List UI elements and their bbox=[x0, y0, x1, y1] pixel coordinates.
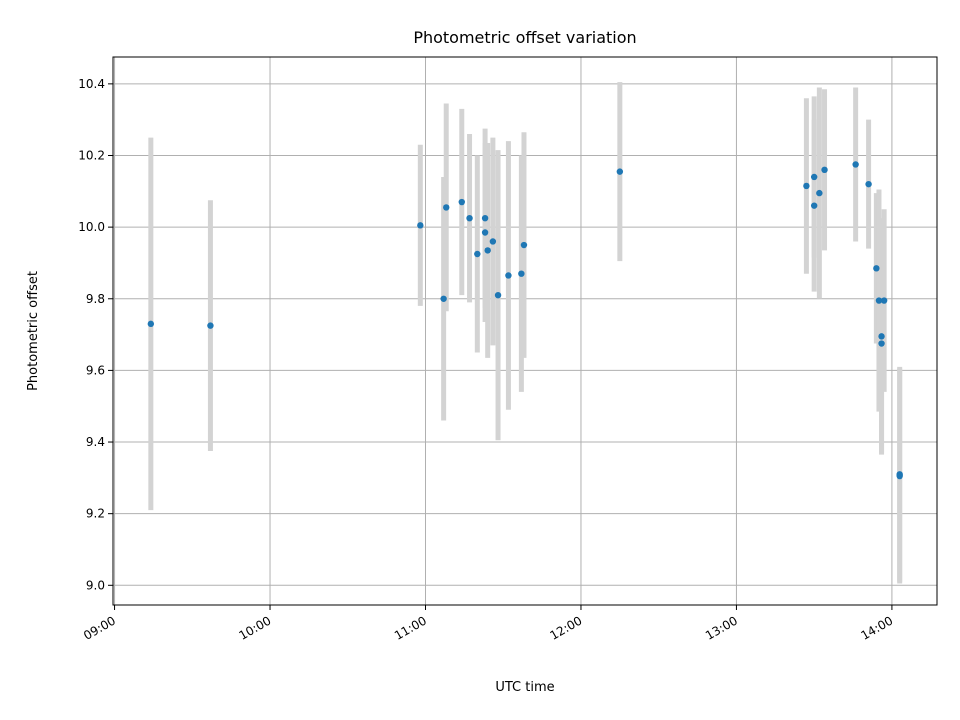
x-tick-label: 09:00 bbox=[81, 613, 118, 642]
plot-frame bbox=[112, 56, 938, 606]
y-tick-label: 9.0 bbox=[86, 578, 105, 592]
data-point bbox=[417, 222, 424, 229]
data-point bbox=[875, 297, 883, 304]
x-axis-label: UTC time bbox=[495, 680, 554, 695]
data-point bbox=[810, 202, 818, 209]
data-point bbox=[616, 168, 624, 175]
data-point bbox=[852, 161, 859, 168]
data-point bbox=[520, 241, 528, 249]
y-tick-label: 9.8 bbox=[86, 292, 105, 306]
x-tick-label: 12:00 bbox=[548, 613, 585, 642]
data-point bbox=[443, 204, 450, 211]
data-point bbox=[458, 198, 465, 206]
data-point bbox=[440, 295, 447, 302]
data-point bbox=[489, 238, 497, 245]
data-point bbox=[873, 265, 880, 272]
y-tick-label: 10.0 bbox=[78, 220, 105, 234]
x-tick-label: 10:00 bbox=[237, 613, 274, 642]
chart-title: Photometric offset variation bbox=[413, 28, 636, 47]
y-tick-label: 9.6 bbox=[86, 363, 105, 377]
data-point bbox=[147, 320, 155, 328]
data-point bbox=[474, 250, 481, 258]
y-tick-label: 9.4 bbox=[86, 435, 105, 449]
x-tick-label: 11:00 bbox=[392, 613, 429, 642]
data-point bbox=[810, 173, 818, 181]
data-point bbox=[494, 291, 502, 299]
data-point bbox=[878, 340, 885, 347]
x-tick-label: 14:00 bbox=[858, 613, 895, 642]
x-axis-ticks: 09:00 10:00 11:00 12:00 13:00 14:00 bbox=[81, 605, 895, 643]
data-point bbox=[821, 166, 828, 174]
y-axis-label: Photometric offset bbox=[26, 271, 41, 391]
data-point bbox=[518, 270, 525, 277]
y-tick-label: 10.2 bbox=[78, 148, 105, 162]
y-axis-ticks: 9.0 9.2 9.4 9.6 9.8 10.0 10.2 10.4 bbox=[78, 77, 113, 592]
data-point bbox=[481, 214, 489, 222]
x-tick-label: 13:00 bbox=[703, 613, 740, 642]
data-point bbox=[207, 322, 214, 329]
data-point bbox=[896, 472, 903, 480]
data-point bbox=[481, 229, 489, 236]
data-point bbox=[878, 333, 885, 340]
y-tick-label: 10.4 bbox=[78, 77, 105, 91]
data-point bbox=[484, 247, 491, 254]
error-bars bbox=[148, 82, 903, 584]
data-point bbox=[803, 182, 810, 190]
data-point bbox=[865, 180, 872, 188]
data-point bbox=[466, 214, 473, 222]
data-point bbox=[880, 297, 888, 304]
data-points bbox=[147, 161, 903, 480]
data-point bbox=[505, 272, 512, 279]
data-point bbox=[816, 189, 823, 197]
y-tick-label: 9.2 bbox=[86, 507, 105, 521]
